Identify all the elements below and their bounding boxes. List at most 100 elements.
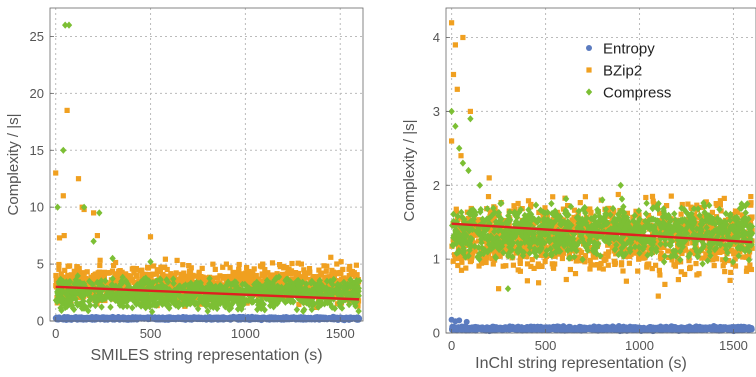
- data-point: [126, 276, 133, 282]
- data-point: [307, 269, 313, 275]
- data-point: [588, 326, 595, 332]
- data-point: [686, 325, 693, 332]
- data-point: [322, 281, 328, 287]
- data-point: [60, 193, 66, 199]
- data-point: [220, 315, 227, 322]
- data-point: [56, 235, 63, 241]
- data-point: [144, 315, 151, 321]
- data-point: [349, 272, 355, 278]
- data-point: [253, 272, 259, 279]
- y-tick-label: 10: [30, 200, 44, 215]
- data-point: [301, 267, 307, 273]
- data-point: [319, 315, 326, 322]
- data-point: [675, 277, 681, 283]
- data-point: [60, 315, 67, 322]
- y-tick-label: 15: [30, 143, 44, 158]
- data-point: [67, 273, 73, 279]
- data-point: [333, 278, 339, 284]
- data-point: [137, 282, 144, 290]
- series-entropy: [448, 316, 755, 335]
- data-point: [345, 301, 353, 309]
- data-point: [635, 268, 641, 274]
- data-point: [182, 303, 188, 309]
- data-point: [128, 316, 135, 323]
- data-point: [623, 278, 629, 284]
- data-point: [123, 271, 129, 277]
- x-tick-label: 0: [52, 326, 59, 341]
- data-point: [105, 270, 111, 276]
- data-point: [551, 324, 558, 331]
- data-point: [302, 274, 309, 280]
- data-point: [615, 191, 621, 198]
- data-point: [292, 270, 298, 276]
- data-point: [199, 315, 205, 322]
- data-point: [249, 315, 256, 322]
- data-point: [157, 268, 164, 274]
- data-point: [328, 254, 334, 260]
- data-point: [133, 315, 140, 322]
- data-point: [56, 266, 62, 272]
- data-point: [137, 315, 144, 322]
- data-point: [148, 308, 156, 316]
- data-point: [321, 263, 327, 269]
- data-point: [220, 264, 226, 270]
- x-tick-label: 1000: [231, 326, 260, 341]
- data-point: [288, 268, 295, 274]
- data-point: [196, 270, 202, 276]
- data-point: [53, 272, 59, 279]
- data-point: [327, 294, 333, 300]
- data-point: [277, 264, 283, 270]
- data-point: [620, 268, 626, 274]
- data-point: [242, 274, 248, 281]
- data-point: [257, 263, 264, 269]
- data-point: [173, 279, 179, 285]
- data-point: [311, 274, 317, 280]
- data-point: [338, 276, 345, 282]
- data-point: [164, 266, 170, 273]
- data-point: [662, 281, 668, 287]
- data-point: [353, 262, 359, 268]
- data-point: [623, 327, 630, 334]
- data-point: [186, 263, 192, 269]
- data-point: [651, 326, 658, 332]
- data-point: [259, 273, 265, 279]
- data-point: [64, 286, 71, 294]
- data-point: [159, 300, 166, 308]
- data-point: [568, 326, 575, 333]
- data-point: [193, 273, 199, 279]
- data-point: [178, 271, 184, 277]
- data-point: [170, 279, 177, 287]
- data-point: [262, 267, 268, 273]
- data-point: [476, 263, 482, 269]
- data-point: [122, 282, 128, 288]
- data-point: [96, 209, 103, 217]
- data-point: [346, 266, 352, 272]
- data-point: [600, 324, 607, 331]
- data-point: [143, 283, 149, 289]
- data-point: [187, 272, 193, 278]
- data-point: [215, 275, 221, 281]
- data-point: [660, 324, 667, 331]
- data-point: [297, 275, 303, 281]
- data-point: [657, 272, 663, 278]
- data-point: [172, 283, 178, 290]
- data-point: [580, 325, 587, 332]
- data-point: [563, 276, 569, 283]
- data-point: [514, 325, 521, 332]
- data-point: [65, 263, 71, 269]
- data-point: [151, 263, 157, 269]
- data-point: [53, 170, 59, 176]
- x-axis-label: SMILES string representation (s): [90, 347, 322, 364]
- data-point: [727, 277, 733, 283]
- data-point: [134, 272, 140, 279]
- data-point: [111, 316, 117, 322]
- data-point: [139, 267, 145, 273]
- data-point: [97, 262, 103, 269]
- data-point: [64, 107, 70, 113]
- data-point: [236, 272, 242, 278]
- data-point: [160, 272, 166, 278]
- y-tick-label: 0: [37, 314, 44, 329]
